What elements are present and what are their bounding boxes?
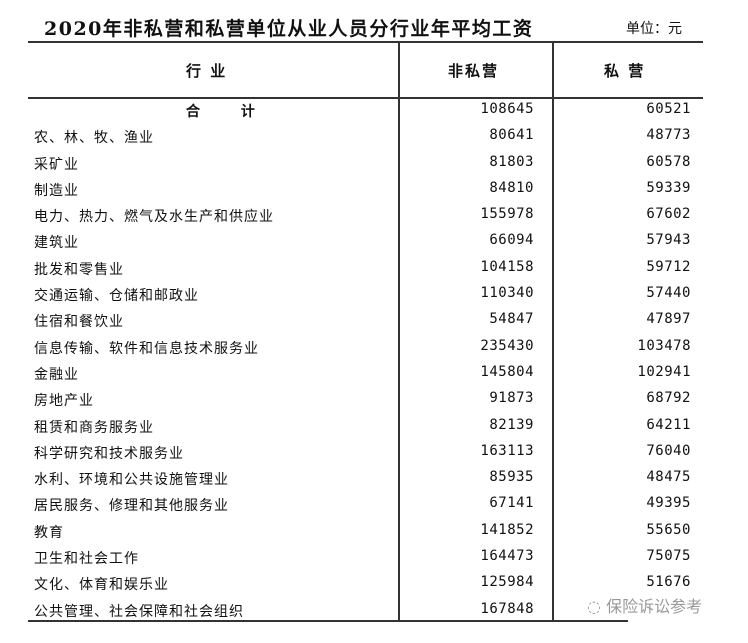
- unit-label: 单位：元: [626, 21, 682, 37]
- private-value: 75075: [646, 548, 691, 565]
- industry-name: 住宿和餐饮业: [34, 314, 124, 331]
- table-row: 公共管理、社会保障和社会组织 167848: [28, 597, 703, 623]
- table-row: 采矿业 81803 60578: [28, 150, 703, 176]
- non-private-value: 167848: [480, 600, 534, 617]
- private-value: 55650: [646, 521, 691, 538]
- industry-name: 批发和零售业: [34, 261, 124, 278]
- private-value: 59339: [646, 179, 691, 196]
- non-private-value: 82139: [489, 416, 534, 433]
- private-value: 48475: [646, 469, 691, 486]
- table-row: 交通运输、仓储和邮政业 110340 57440: [28, 281, 703, 307]
- industry-name: 农、林、牧、渔业: [34, 130, 154, 147]
- industry-name: 信息传输、软件和信息技术服务业: [34, 340, 259, 357]
- table-row: 住宿和餐饮业 54847 47897: [28, 307, 703, 333]
- non-private-value: 66094: [489, 232, 534, 249]
- industry-name: 制造业: [34, 182, 79, 199]
- industry-name: 卫生和社会工作: [34, 551, 139, 568]
- industry-name: 金融业: [34, 366, 79, 383]
- private-value: 48773: [646, 127, 691, 144]
- total-row: 合 计 108645 60521: [28, 97, 703, 123]
- table-row: 房地产业 91873 68792: [28, 386, 703, 412]
- private-value: 64211: [646, 416, 691, 433]
- top-rule: [28, 41, 703, 43]
- non-private-value: 235430: [480, 337, 534, 354]
- table-row: 科学研究和技术服务业 163113 76040: [28, 439, 703, 465]
- non-private-value: 164473: [480, 548, 534, 565]
- column-divider: [398, 43, 400, 621]
- non-private-value: 67141: [489, 495, 534, 512]
- private-value: 76040: [646, 442, 691, 459]
- non-private-value: 163113: [480, 442, 534, 459]
- watermark-text: 保险诉讼参考: [606, 597, 703, 616]
- non-private-value: 91873: [489, 390, 534, 407]
- industry-name: 水利、环境和公共设施管理业: [34, 472, 229, 489]
- table-row: 水利、环境和公共设施管理业 85935 48475: [28, 465, 703, 491]
- private-value: 103478: [637, 337, 691, 354]
- table-row: 居民服务、修理和其他服务业 67141 49395: [28, 491, 703, 517]
- private-value: 57943: [646, 232, 691, 249]
- private-value: 49395: [646, 495, 691, 512]
- non-private-value: 54847: [489, 311, 534, 328]
- private-value: 60578: [646, 153, 691, 170]
- table-title: 2020年非私营和私营单位从业人员分行业年平均工资: [44, 18, 534, 40]
- industry-name: 公共管理、社会保障和社会组织: [34, 603, 244, 620]
- non-private-value: 145804: [480, 363, 534, 380]
- industry-name: 合 计: [186, 104, 273, 120]
- table-header: 行 业 非私营 私 营: [28, 43, 703, 99]
- industry-name: 文化、体育和娱乐业: [34, 577, 169, 594]
- non-private-value: 110340: [480, 285, 534, 302]
- table-row: 信息传输、软件和信息技术服务业 235430 103478: [28, 334, 703, 360]
- non-private-value: 85935: [489, 469, 534, 486]
- non-private-value: 80641: [489, 127, 534, 144]
- table-row: 建筑业 66094 57943: [28, 228, 703, 254]
- non-private-value: 141852: [480, 521, 534, 538]
- header-non-private: 非私营: [448, 62, 500, 80]
- table-row: 文化、体育和娱乐业 125984 51676: [28, 570, 703, 596]
- private-value: 102941: [637, 363, 691, 380]
- industry-name: 交通运输、仓储和邮政业: [34, 288, 199, 305]
- non-private-value: 155978: [480, 206, 534, 223]
- industry-name: 电力、热力、燃气及水生产和供应业: [34, 209, 274, 226]
- industry-name: 房地产业: [34, 393, 94, 410]
- wechat-icon: ◌: [587, 597, 601, 616]
- private-value: 47897: [646, 311, 691, 328]
- private-value: 51676: [646, 574, 691, 591]
- table-row: 金融业 145804 102941: [28, 360, 703, 386]
- non-private-value: 125984: [480, 574, 534, 591]
- non-private-value: 108645: [480, 101, 534, 117]
- table-body: 合 计 108645 60521 农、林、牧、渔业 80641 48773 采矿业 81803…: [28, 97, 703, 623]
- table-row: 教育 141852 55650: [28, 518, 703, 544]
- table-row: 农、林、牧、渔业 80641 48773: [28, 123, 703, 149]
- private-value: 67602: [646, 206, 691, 223]
- industry-name: 建筑业: [34, 235, 79, 252]
- bottom-rule: [28, 620, 628, 622]
- table-row: 卫生和社会工作 164473 75075: [28, 544, 703, 570]
- industry-name: 科学研究和技术服务业: [34, 445, 184, 462]
- column-divider: [552, 43, 554, 621]
- industry-name: 教育: [34, 524, 64, 541]
- header-industry: 行 业: [186, 62, 228, 80]
- private-value: 68792: [646, 390, 691, 407]
- industry-name: 租赁和商务服务业: [34, 419, 154, 436]
- private-value: 57440: [646, 285, 691, 302]
- industry-name: 采矿业: [34, 156, 79, 173]
- private-value: 59712: [646, 258, 691, 275]
- non-private-value: 81803: [489, 153, 534, 170]
- non-private-value: 104158: [480, 258, 534, 275]
- table-row: 制造业 84810 59339: [28, 176, 703, 202]
- table-row: 电力、热力、燃气及水生产和供应业 155978 67602: [28, 202, 703, 228]
- header-private: 私 营: [604, 62, 646, 80]
- non-private-value: 84810: [489, 179, 534, 196]
- private-value: 60521: [646, 101, 691, 117]
- table-row: 租赁和商务服务业 82139 64211: [28, 413, 703, 439]
- watermark: ◌ 保险诉讼参考: [585, 593, 705, 617]
- industry-name: 居民服务、修理和其他服务业: [34, 498, 229, 515]
- table-row: 批发和零售业 104158 59712: [28, 255, 703, 281]
